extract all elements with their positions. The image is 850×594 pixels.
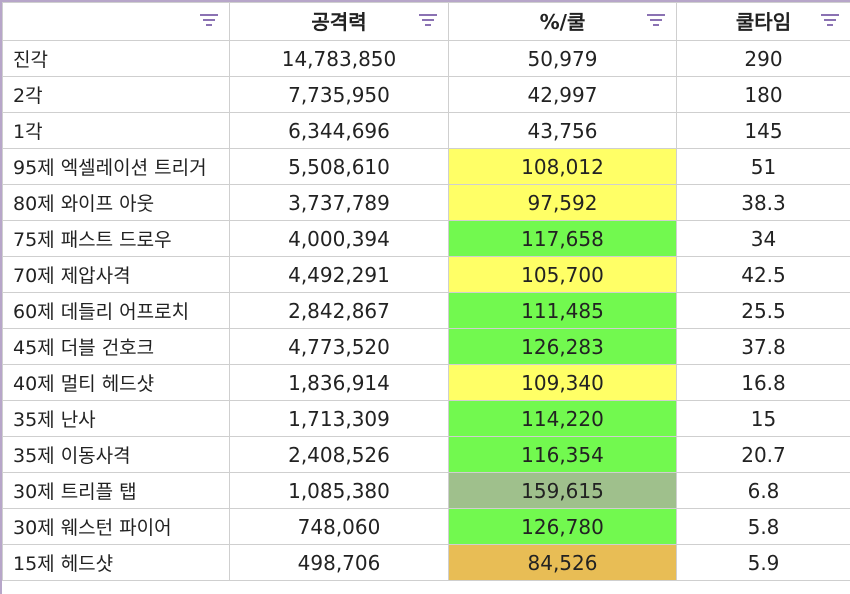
cooldown-cell[interactable]: 180 bbox=[676, 76, 850, 113]
cooldown-cell[interactable]: 20.7 bbox=[676, 436, 850, 473]
skill-name-cell[interactable]: 진각 bbox=[2, 40, 230, 77]
attack-cell[interactable]: 748,060 bbox=[229, 508, 449, 545]
filter-icon[interactable] bbox=[646, 14, 666, 28]
filter-icon[interactable] bbox=[418, 14, 438, 28]
header-name[interactable] bbox=[2, 2, 230, 41]
skill-name-cell[interactable]: 60제 데들리 어프로치 bbox=[2, 292, 230, 329]
filter-icon[interactable] bbox=[820, 14, 840, 28]
ratio-cell[interactable]: 50,979 bbox=[448, 40, 677, 77]
ratio-cell[interactable]: 114,220 bbox=[448, 400, 677, 437]
skill-name-cell[interactable]: 30제 웨스턴 파이어 bbox=[2, 508, 230, 545]
skill-name-cell[interactable]: 1각 bbox=[2, 112, 230, 149]
skill-name-cell[interactable]: 75제 패스트 드로우 bbox=[2, 220, 230, 257]
cooldown-cell[interactable]: 145 bbox=[676, 112, 850, 149]
ratio-cell[interactable]: 126,780 bbox=[448, 508, 677, 545]
skill-name-cell[interactable]: 2각 bbox=[2, 76, 230, 113]
skill-name-cell[interactable]: 30제 트리플 탭 bbox=[2, 472, 230, 509]
ratio-cell[interactable]: 43,756 bbox=[448, 112, 677, 149]
ratio-cell[interactable]: 126,283 bbox=[448, 328, 677, 365]
attack-cell[interactable]: 4,000,394 bbox=[229, 220, 449, 257]
cooldown-cell[interactable]: 34 bbox=[676, 220, 850, 257]
table-row: 15제 헤드샷 498,706 84,526 5.9 bbox=[2, 544, 850, 581]
table-row: 35제 난사 1,713,309 114,220 15 bbox=[2, 400, 850, 437]
skill-name-cell[interactable]: 35제 이동사격 bbox=[2, 436, 230, 473]
table-row: 2각 7,735,950 42,997 180 bbox=[2, 76, 850, 113]
ratio-cell[interactable]: 97,592 bbox=[448, 184, 677, 221]
cooldown-cell[interactable]: 5.9 bbox=[676, 544, 850, 581]
table-row: 진각 14,783,850 50,979 290 bbox=[2, 40, 850, 77]
attack-cell[interactable]: 5,508,610 bbox=[229, 148, 449, 185]
skill-name-cell[interactable]: 70제 제압사격 bbox=[2, 256, 230, 293]
cooldown-cell[interactable]: 6.8 bbox=[676, 472, 850, 509]
ratio-cell[interactable]: 111,485 bbox=[448, 292, 677, 329]
ratio-cell[interactable]: 116,354 bbox=[448, 436, 677, 473]
ratio-cell[interactable]: 105,700 bbox=[448, 256, 677, 293]
header-ratio-label: %/쿨 bbox=[539, 9, 586, 34]
attack-cell[interactable]: 2,842,867 bbox=[229, 292, 449, 329]
cooldown-cell[interactable]: 290 bbox=[676, 40, 850, 77]
attack-cell[interactable]: 498,706 bbox=[229, 544, 449, 581]
table-row: 60제 데들리 어프로치 2,842,867 111,485 25.5 bbox=[2, 292, 850, 329]
table-row: 75제 패스트 드로우 4,000,394 117,658 34 bbox=[2, 220, 850, 257]
table-row: 35제 이동사격 2,408,526 116,354 20.7 bbox=[2, 436, 850, 473]
skill-name-cell[interactable]: 95제 엑셀레이션 트리거 bbox=[2, 148, 230, 185]
table-row: 80제 와이프 아웃 3,737,789 97,592 38.3 bbox=[2, 184, 850, 221]
table-row: 70제 제압사격 4,492,291 105,700 42.5 bbox=[2, 256, 850, 293]
attack-cell[interactable]: 2,408,526 bbox=[229, 436, 449, 473]
filter-icon[interactable] bbox=[199, 14, 219, 28]
attack-cell[interactable]: 4,773,520 bbox=[229, 328, 449, 365]
ratio-cell[interactable]: 108,012 bbox=[448, 148, 677, 185]
header-cooldown[interactable]: 쿨타임 bbox=[676, 2, 850, 41]
ratio-cell[interactable]: 109,340 bbox=[448, 364, 677, 401]
ratio-cell[interactable]: 117,658 bbox=[448, 220, 677, 257]
skill-name-cell[interactable]: 45제 더블 건호크 bbox=[2, 328, 230, 365]
header-attack[interactable]: 공격력 bbox=[229, 2, 449, 41]
cooldown-cell[interactable]: 16.8 bbox=[676, 364, 850, 401]
cooldown-cell[interactable]: 51 bbox=[676, 148, 850, 185]
cooldown-cell[interactable]: 5.8 bbox=[676, 508, 850, 545]
attack-cell[interactable]: 7,735,950 bbox=[229, 76, 449, 113]
attack-cell[interactable]: 14,783,850 bbox=[229, 40, 449, 77]
skill-table: 공격력 %/쿨 쿨타임 진각 14,783,850 50,979 290 2각 7,735… bbox=[2, 2, 850, 581]
header-row: 공격력 %/쿨 쿨타임 bbox=[2, 2, 850, 41]
cooldown-cell[interactable]: 38.3 bbox=[676, 184, 850, 221]
skill-name-cell[interactable]: 15제 헤드샷 bbox=[2, 544, 230, 581]
cooldown-cell[interactable]: 15 bbox=[676, 400, 850, 437]
skill-name-cell[interactable]: 35제 난사 bbox=[2, 400, 230, 437]
skill-name-cell[interactable]: 40제 멀티 헤드샷 bbox=[2, 364, 230, 401]
table-row: 30제 웨스턴 파이어 748,060 126,780 5.8 bbox=[2, 508, 850, 545]
ratio-cell[interactable]: 159,615 bbox=[448, 472, 677, 509]
header-cooldown-label: 쿨타임 bbox=[735, 9, 792, 34]
attack-cell[interactable]: 3,737,789 bbox=[229, 184, 449, 221]
attack-cell[interactable]: 1,713,309 bbox=[229, 400, 449, 437]
cooldown-cell[interactable]: 42.5 bbox=[676, 256, 850, 293]
ratio-cell[interactable]: 42,997 bbox=[448, 76, 677, 113]
cooldown-cell[interactable]: 37.8 bbox=[676, 328, 850, 365]
cooldown-cell[interactable]: 25.5 bbox=[676, 292, 850, 329]
attack-cell[interactable]: 1,836,914 bbox=[229, 364, 449, 401]
attack-cell[interactable]: 4,492,291 bbox=[229, 256, 449, 293]
table-row: 40제 멀티 헤드샷 1,836,914 109,340 16.8 bbox=[2, 364, 850, 401]
ratio-cell[interactable]: 84,526 bbox=[448, 544, 677, 581]
table-row: 95제 엑셀레이션 트리거 5,508,610 108,012 51 bbox=[2, 148, 850, 185]
table-row: 30제 트리플 탭 1,085,380 159,615 6.8 bbox=[2, 472, 850, 509]
table-row: 45제 더블 건호크 4,773,520 126,283 37.8 bbox=[2, 328, 850, 365]
header-ratio[interactable]: %/쿨 bbox=[448, 2, 677, 41]
skill-name-cell[interactable]: 80제 와이프 아웃 bbox=[2, 184, 230, 221]
attack-cell[interactable]: 6,344,696 bbox=[229, 112, 449, 149]
attack-cell[interactable]: 1,085,380 bbox=[229, 472, 449, 509]
header-attack-label: 공격력 bbox=[311, 9, 367, 34]
table-row: 1각 6,344,696 43,756 145 bbox=[2, 112, 850, 149]
